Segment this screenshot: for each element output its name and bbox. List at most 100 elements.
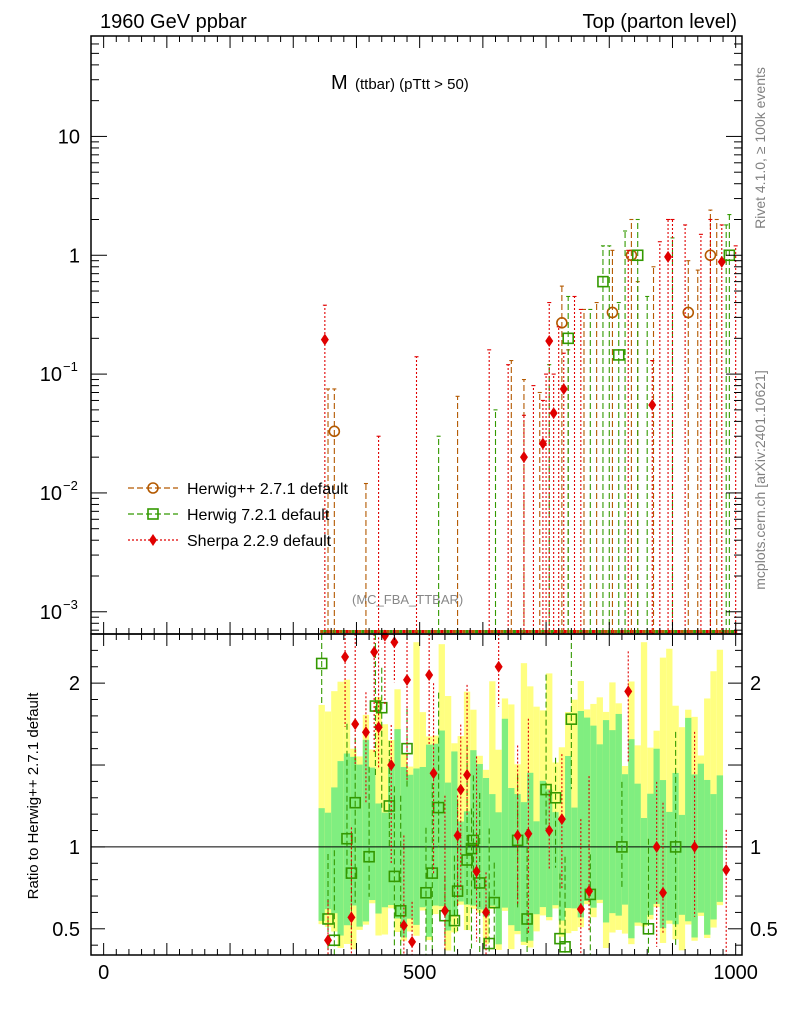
ratio-point bbox=[374, 721, 383, 734]
green-band-bin bbox=[375, 803, 382, 914]
zero-marker bbox=[661, 630, 665, 633]
legend-label: Herwig 7.2.1 default bbox=[187, 507, 330, 524]
y-tick-label: 10 bbox=[40, 602, 62, 624]
data-point bbox=[562, 332, 574, 345]
zero-marker bbox=[699, 630, 703, 633]
zero-marker bbox=[361, 630, 365, 633]
green-band-bin bbox=[495, 812, 502, 945]
zero-marker bbox=[528, 630, 532, 633]
zero-marker bbox=[478, 630, 482, 633]
data-point bbox=[320, 333, 329, 346]
zero-marker bbox=[433, 630, 437, 633]
y-tick-label: 10 bbox=[40, 364, 62, 386]
zero-marker bbox=[320, 630, 324, 633]
green-band-bin bbox=[666, 811, 673, 921]
data-point bbox=[559, 382, 568, 395]
green-band-bin bbox=[602, 720, 610, 923]
ratio-point bbox=[549, 791, 562, 804]
zero-marker bbox=[373, 630, 377, 633]
green-band-bin bbox=[596, 744, 603, 900]
zero-marker bbox=[358, 630, 362, 633]
ratio-point bbox=[483, 937, 495, 950]
ratio-point bbox=[585, 885, 594, 898]
data-point bbox=[597, 275, 609, 288]
zero-marker bbox=[500, 630, 504, 633]
ratio-point bbox=[425, 668, 434, 681]
green-band-bin bbox=[558, 818, 566, 921]
ratio-point bbox=[559, 941, 571, 953]
ratio-series-1 bbox=[324, 629, 731, 955]
data-point bbox=[612, 349, 625, 361]
y-tick-label: 10 bbox=[58, 126, 80, 148]
zero-marker bbox=[598, 630, 602, 633]
ratio-point bbox=[658, 886, 667, 899]
ratio-point bbox=[387, 759, 396, 772]
ratio-y-tick-label: 1 bbox=[69, 837, 80, 859]
zero-marker bbox=[487, 630, 491, 633]
data-point bbox=[328, 425, 341, 438]
green-band-bin bbox=[577, 711, 584, 918]
zero-marker bbox=[408, 630, 412, 633]
green-band-bin bbox=[527, 772, 534, 941]
zero-marker bbox=[563, 630, 567, 633]
green-band-bin bbox=[621, 774, 629, 905]
ratio-point bbox=[722, 863, 731, 876]
ratio-point bbox=[448, 914, 461, 927]
green-band-bin bbox=[369, 767, 376, 901]
zero-marker bbox=[339, 630, 343, 633]
zero-marker-row bbox=[320, 630, 738, 633]
ratio-point bbox=[472, 865, 481, 878]
ratio-point bbox=[349, 796, 361, 809]
green-band-bin bbox=[381, 812, 389, 908]
zero-marker bbox=[591, 630, 595, 633]
uncertainty-bands bbox=[318, 642, 724, 951]
ratio-point bbox=[565, 713, 578, 725]
yellow-band-bin bbox=[457, 736, 464, 905]
zero-marker bbox=[348, 630, 352, 633]
zero-marker bbox=[614, 630, 618, 633]
zero-marker bbox=[554, 630, 558, 633]
zero-marker bbox=[576, 630, 580, 633]
data-point bbox=[717, 255, 726, 268]
zero-marker bbox=[677, 630, 681, 633]
x-tick-label: 0 bbox=[98, 962, 109, 984]
ratio-point bbox=[557, 813, 566, 826]
ratio-point bbox=[361, 726, 370, 739]
ratio-point bbox=[369, 700, 382, 712]
zero-marker bbox=[386, 630, 390, 633]
green-band-bin bbox=[697, 763, 705, 913]
data-point bbox=[664, 250, 673, 263]
ratio-point bbox=[461, 854, 473, 866]
ratio-point bbox=[375, 701, 388, 714]
ratio-point bbox=[403, 673, 412, 686]
ratio-point bbox=[545, 824, 554, 837]
zero-marker bbox=[323, 630, 327, 633]
x-tick-label: 1000 bbox=[713, 962, 758, 984]
green-band-bin bbox=[615, 713, 622, 916]
green-band-bin bbox=[451, 751, 458, 915]
header-right-title: Top (parton level) bbox=[582, 11, 737, 33]
zero-marker bbox=[642, 630, 646, 633]
zero-marker bbox=[465, 630, 469, 633]
green-band-bin bbox=[394, 729, 401, 919]
data-point bbox=[606, 306, 619, 319]
ratio-point bbox=[456, 783, 465, 796]
data-point bbox=[631, 249, 644, 262]
analysis-label: (MC_FBA_TTBAR) bbox=[352, 592, 463, 607]
data-point bbox=[545, 334, 554, 347]
zero-marker bbox=[351, 630, 355, 633]
data-point bbox=[549, 407, 558, 420]
green-band-bin bbox=[362, 739, 370, 922]
zero-marker bbox=[718, 630, 722, 633]
green-band-bin bbox=[647, 793, 654, 915]
zero-marker bbox=[402, 630, 406, 633]
green-band-bin bbox=[546, 789, 553, 918]
ratio-y-tick-label-right: 2 bbox=[750, 673, 761, 695]
green-band-bin bbox=[583, 717, 591, 901]
green-band-bin bbox=[470, 750, 477, 906]
green-band-bin bbox=[520, 802, 528, 942]
green-band-bin bbox=[318, 808, 325, 921]
green-band-bin bbox=[533, 821, 540, 915]
rivet-version-label: Rivet 4.1.0, ≥ 100k events bbox=[752, 67, 768, 229]
